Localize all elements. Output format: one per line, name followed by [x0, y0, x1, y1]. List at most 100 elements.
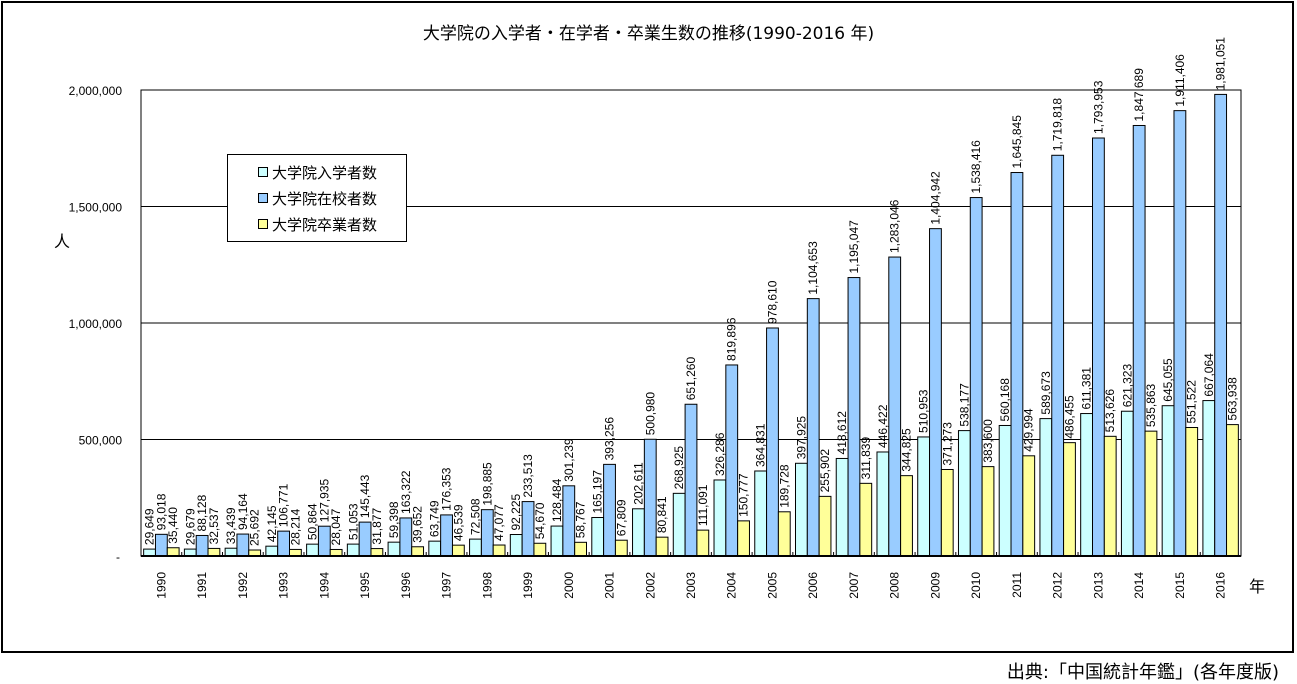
data-label: 163,322: [399, 470, 413, 514]
bar-graduates: [777, 511, 791, 557]
data-label: 46,539: [451, 504, 465, 541]
data-label: 1,195,047: [847, 220, 861, 274]
data-label: 446,422: [876, 404, 890, 448]
bar-enrolled: [806, 298, 820, 557]
x-tick-label: 2011: [1010, 572, 1024, 598]
x-tick-label: 2014: [1132, 572, 1146, 599]
data-label: 383,600: [981, 419, 995, 463]
bar-enrolled: [1051, 154, 1065, 557]
bar-enrollment: [469, 538, 482, 557]
bar-enrollment: [428, 540, 442, 557]
legend: 大学院入学者数 大学院在校者数 大学院卒業者数: [227, 154, 407, 242]
bar-graduates: [981, 466, 995, 557]
data-label: 563,938: [1225, 377, 1239, 421]
data-label: 589,673: [1039, 371, 1053, 415]
data-label: 393,256: [603, 417, 617, 461]
x-tick-label: 2009: [928, 572, 942, 599]
data-label: 418,612: [835, 411, 849, 455]
data-label: 311,839: [859, 437, 873, 480]
data-label: 510,953: [917, 389, 931, 433]
x-tick-label: 2007: [847, 572, 861, 599]
data-label: 611,381: [1080, 367, 1094, 410]
y-tick-label: 2,000,000: [69, 84, 123, 98]
bar-enrollment: [591, 517, 605, 557]
data-label: 198,885: [480, 462, 494, 506]
data-label: 1,793,953: [1091, 80, 1105, 134]
bar-graduates: [1063, 442, 1076, 557]
data-label: 50,864: [306, 503, 320, 540]
bar-enrolled: [684, 403, 698, 557]
x-tick-label: 2010: [969, 572, 983, 599]
legend-item-enrollment: 大学院入学者数: [258, 159, 406, 185]
source-note: 出典:「中国統計年鑑」(各年度版): [1006, 662, 1279, 683]
data-label: 535,863: [1144, 383, 1158, 427]
data-label: 1,404,942: [928, 171, 942, 225]
data-label: 978,610: [765, 280, 779, 324]
x-axis-label: 年: [1249, 578, 1265, 596]
bar-enrollment: [632, 508, 645, 557]
data-label: 47,077: [492, 504, 506, 541]
data-label: 92,225: [509, 493, 523, 530]
data-label: 58,767: [574, 501, 588, 538]
x-tick-label: 2013: [1091, 572, 1105, 599]
data-label: 397,925: [794, 416, 808, 460]
legend-label: 大学院在校者数: [272, 189, 378, 208]
bar-enrollment: [1120, 410, 1134, 557]
bar-enrollment: [835, 457, 849, 557]
bar-graduates: [614, 539, 628, 557]
data-label: 93,018: [154, 493, 168, 530]
y-tick-label: 500,000: [79, 434, 123, 448]
data-label: 25,692: [248, 509, 262, 546]
bar-graduates: [492, 544, 506, 557]
data-label: 29,649: [143, 508, 157, 545]
data-label: 145,443: [358, 474, 372, 518]
data-label: 268,925: [672, 446, 686, 490]
x-tick-label: 1996: [399, 572, 413, 599]
data-label: 538,177: [957, 383, 971, 427]
legend-swatch-enrolled: [258, 193, 268, 203]
bar-graduates: [696, 529, 710, 557]
data-label: 1,981,051: [1214, 37, 1228, 91]
data-label: 31,877: [370, 508, 384, 545]
bar-graduates: [207, 547, 221, 557]
bar-enrolled: [766, 327, 779, 557]
bar-enrollment: [346, 543, 360, 557]
bar-enrolled: [969, 197, 983, 557]
legend-item-enrolled: 大学院在校者数: [258, 185, 406, 211]
data-label: 1,645,845: [1010, 115, 1024, 169]
y-tick-label: 1,000,000: [69, 317, 123, 331]
data-label: 42,145: [265, 505, 279, 542]
bar-enrollment: [1161, 405, 1175, 557]
x-tick-label: 1997: [440, 572, 454, 599]
bar-enrolled: [1173, 110, 1187, 557]
bar-enrollment: [550, 525, 564, 557]
bar-graduates: [166, 547, 180, 557]
x-tick-label: 2001: [603, 572, 617, 599]
data-label: 35,440: [166, 507, 180, 544]
bar-enrollment: [917, 436, 931, 557]
x-tick-label: 1994: [317, 572, 331, 599]
data-label: 551,522: [1185, 380, 1199, 424]
data-label: 301,239: [562, 438, 576, 482]
bar-enrollment: [387, 541, 401, 557]
data-label: 819,896: [725, 317, 739, 361]
bar-graduates: [451, 544, 465, 557]
data-label: 1,283,046: [888, 199, 902, 253]
bar-enrolled: [725, 364, 739, 557]
bar-graduates: [533, 542, 547, 557]
bar-enrolled: [929, 228, 942, 557]
data-label: 165,197: [591, 470, 605, 514]
data-label: 88,128: [195, 494, 209, 531]
data-label: 72,508: [468, 498, 482, 535]
x-tick-label: 1990: [154, 572, 168, 599]
bar-enrollment: [713, 479, 727, 557]
data-label: 1,719,818: [1051, 98, 1065, 152]
x-tick-label: 2000: [562, 572, 576, 599]
bar-enrollment: [143, 548, 156, 557]
data-label: 621,323: [1120, 364, 1134, 408]
data-label: 429,994: [1022, 408, 1036, 452]
data-label: 202,611: [631, 462, 645, 505]
bar-graduates: [818, 495, 832, 557]
legend-label: 大学院卒業者数: [272, 215, 378, 234]
